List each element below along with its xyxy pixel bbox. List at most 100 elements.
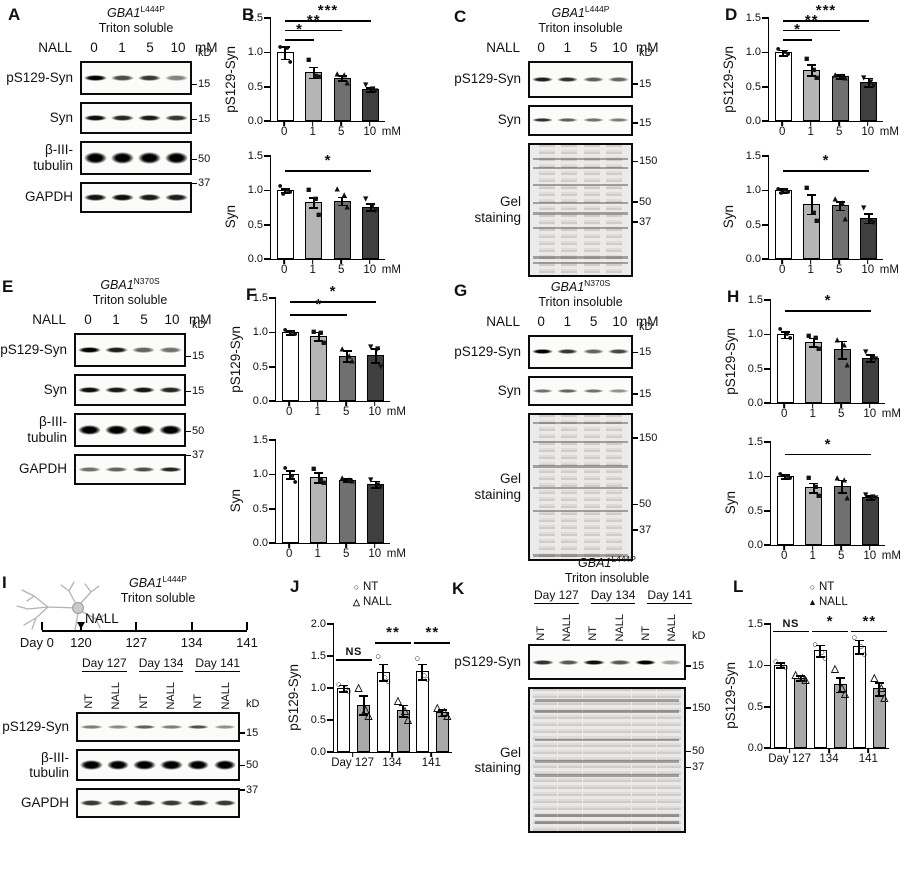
significance-line [290, 301, 376, 304]
day-group-header: Day 127 Day 134 Day 141 [528, 588, 693, 605]
significance-line [290, 313, 348, 316]
marker-tick [633, 393, 638, 395]
plot-area: 0.0 0.5 1.0 1.5 ● ● ● ■ ■ ■ ▲ ▲ ▲ ▼ ▼ ▼ * [748, 436, 885, 551]
x-tick-label: 0 [781, 408, 788, 420]
error-bar [284, 188, 287, 193]
y-axis-label: Syn [228, 489, 243, 513]
panel-label-L: L [733, 577, 744, 596]
y-tick-label: 1.0 [747, 659, 763, 672]
y-tick [762, 155, 769, 157]
error-cap [807, 213, 817, 216]
data-point: ● [282, 324, 288, 335]
data-point: ● [782, 46, 788, 57]
y-tick-label: 1.0 [745, 184, 761, 197]
plot-area: 0.0 0.5 1.0 1.5 ● ● ● ■ ■ ■ ▲ ▲ ▲ ▼ ▼ ▼ *** ** * [248, 3, 385, 127]
y-tick [764, 402, 771, 404]
marker-column: 150 50 37 [633, 413, 663, 561]
legend-marker-icon: ▲ [808, 597, 817, 607]
bar [794, 677, 808, 748]
error-cap [337, 204, 347, 207]
protein-band [132, 386, 155, 393]
data-point: ▼ [868, 352, 878, 363]
significance-line [783, 20, 869, 22]
error-cap [807, 64, 817, 66]
y-tick [327, 751, 334, 753]
error-bar [341, 74, 344, 81]
day-group-header: Day 127 Day 134 Day 141 [76, 656, 241, 673]
data-point: ■ [311, 326, 317, 337]
bar [862, 357, 880, 403]
blot-row-label: Syn [43, 381, 67, 397]
error-cap [837, 479, 847, 482]
error-cap [417, 663, 427, 666]
y-axis-label: pS129-Syn [223, 45, 238, 113]
error-bar [289, 330, 292, 335]
x-tick [316, 402, 319, 406]
y-tick-label: 1.5 [747, 436, 763, 448]
panel-D-chart-syn: Syn 0.0 0.5 1.0 1.5 ● ● ● ● ■ ■ ■ ▲ ▲ ▲ ▼ ▼ ▼ * 0 1 5 10 mM [721, 142, 900, 278]
blot-row: pS129-Syn kD 15 [450, 321, 675, 369]
dose-label: 5 [146, 40, 154, 56]
dose-labels: 0 1 5 10 [528, 40, 633, 55]
data-point: △ [404, 714, 412, 726]
x-tick [345, 544, 348, 548]
data-point: ○ [772, 656, 779, 668]
protein-band [132, 466, 155, 472]
gel-band [533, 421, 628, 425]
blot-lane [658, 646, 684, 678]
error-cap [866, 494, 876, 497]
data-point: ● [289, 470, 295, 481]
kd-unit-label: kD [198, 46, 212, 59]
x-axis-row: 0 1 5 10 mM [270, 122, 401, 140]
error-bar [869, 354, 872, 362]
dose-label: 5 [140, 312, 148, 328]
y-tick [762, 17, 769, 19]
error-cap [366, 210, 376, 212]
data-point: ○ [779, 659, 786, 671]
data-point: ▼ [869, 80, 879, 91]
y-tick-label: 0.0 [247, 115, 263, 127]
protein-band [213, 800, 236, 807]
protein-band [557, 388, 579, 393]
data-point: ● [785, 48, 791, 59]
error-bar [317, 472, 320, 482]
error-bar [869, 494, 872, 499]
protein-band [133, 760, 156, 771]
x-tick-label: 5 [838, 408, 845, 420]
data-point: △ [433, 702, 442, 714]
error-cap [342, 478, 352, 481]
data-point: ▼ [361, 193, 371, 204]
error-cap [314, 472, 324, 474]
data-point: ● [778, 187, 784, 198]
data-point: △ [440, 706, 449, 718]
bar [774, 52, 792, 121]
marker-tick [686, 766, 691, 769]
x-tick [311, 260, 314, 264]
blot-lane [82, 184, 109, 211]
blot-lane [131, 751, 158, 779]
blot-lane [530, 63, 555, 96]
x-tick [809, 260, 812, 264]
blot-lane [78, 790, 105, 816]
significance-label: *** [317, 2, 339, 20]
marker-tick [633, 221, 638, 223]
protein-band [557, 118, 579, 123]
x-axis-row: Day 127 134 141 [768, 749, 889, 767]
x-tick-label: 0 [281, 126, 288, 138]
significance-label: * [296, 21, 303, 39]
error-bar [284, 46, 287, 59]
data-point: ■ [313, 193, 319, 204]
x-tick [288, 402, 291, 406]
gel-staining-box [528, 142, 633, 277]
data-point: ● [284, 184, 290, 195]
error-cap [285, 470, 295, 472]
significance-label: NS [345, 646, 362, 659]
y-tick [764, 623, 771, 625]
blot-lane [136, 184, 163, 211]
x-tick [809, 122, 812, 126]
marker-tick [633, 351, 638, 354]
protein-band [80, 800, 103, 807]
data-point: ▼ [861, 346, 871, 356]
blot-lane [581, 63, 606, 96]
